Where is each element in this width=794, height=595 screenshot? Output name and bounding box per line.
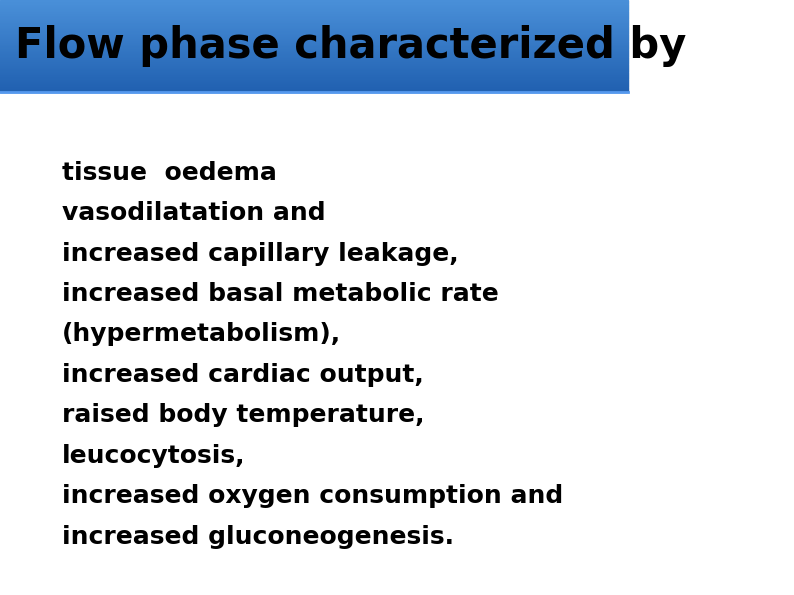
Bar bbox=[0, 75, 628, 76]
Bar bbox=[0, 22, 628, 23]
Bar bbox=[0, 29, 628, 30]
Bar bbox=[0, 39, 628, 40]
Bar bbox=[0, 5, 628, 6]
Text: vasodilatation and: vasodilatation and bbox=[62, 201, 326, 225]
Bar bbox=[0, 68, 628, 69]
Bar bbox=[0, 57, 628, 58]
Bar bbox=[0, 2, 628, 4]
Text: increased oxygen consumption and: increased oxygen consumption and bbox=[62, 484, 563, 508]
Bar bbox=[0, 53, 628, 54]
Bar bbox=[0, 23, 628, 24]
Bar bbox=[0, 91, 628, 92]
Bar bbox=[0, 38, 628, 39]
Bar bbox=[0, 6, 628, 7]
Bar bbox=[0, 31, 628, 32]
Bar bbox=[0, 20, 628, 21]
Bar bbox=[0, 46, 628, 47]
Bar bbox=[0, 61, 628, 62]
Bar bbox=[0, 49, 628, 51]
Bar bbox=[0, 74, 628, 75]
Text: increased gluconeogenesis.: increased gluconeogenesis. bbox=[62, 525, 453, 549]
Bar bbox=[0, 67, 628, 68]
Bar bbox=[0, 12, 628, 14]
Bar bbox=[0, 62, 628, 64]
Bar bbox=[0, 86, 628, 87]
Bar bbox=[0, 70, 628, 71]
Bar bbox=[0, 65, 628, 67]
Bar bbox=[0, 84, 628, 85]
Text: (hypermetabolism),: (hypermetabolism), bbox=[62, 322, 341, 346]
Bar bbox=[0, 43, 628, 44]
Bar bbox=[0, 73, 628, 74]
Bar bbox=[0, 30, 628, 31]
Bar bbox=[0, 83, 628, 84]
Bar bbox=[0, 51, 628, 52]
Bar bbox=[0, 80, 628, 81]
Bar bbox=[0, 18, 628, 20]
Bar bbox=[0, 89, 628, 90]
Bar bbox=[0, 58, 628, 59]
Bar bbox=[0, 55, 628, 57]
Bar bbox=[0, 76, 628, 77]
Text: Flow phase characterized by: Flow phase characterized by bbox=[14, 25, 686, 67]
Bar bbox=[0, 4, 628, 5]
Bar bbox=[0, 71, 628, 73]
Bar bbox=[0, 77, 628, 79]
Bar bbox=[0, 47, 628, 48]
Bar bbox=[0, 11, 628, 12]
Bar bbox=[0, 33, 628, 35]
Bar bbox=[0, 48, 628, 49]
Bar bbox=[0, 28, 628, 29]
Bar bbox=[0, 37, 628, 38]
Bar bbox=[0, 52, 628, 53]
Bar bbox=[0, 60, 628, 61]
Bar bbox=[0, 21, 628, 22]
Bar bbox=[0, 15, 628, 16]
Bar bbox=[0, 81, 628, 82]
Bar bbox=[0, 87, 628, 89]
Bar bbox=[0, 69, 628, 70]
Bar bbox=[0, 0, 628, 1]
Bar bbox=[0, 59, 628, 60]
Bar bbox=[0, 10, 628, 11]
Bar bbox=[0, 1, 628, 2]
Bar bbox=[0, 44, 628, 45]
Bar bbox=[0, 82, 628, 83]
Bar bbox=[0, 85, 628, 86]
Text: leucocytosis,: leucocytosis, bbox=[62, 444, 245, 468]
Bar bbox=[0, 14, 628, 15]
Bar bbox=[0, 64, 628, 65]
Bar bbox=[0, 24, 628, 26]
Bar bbox=[0, 36, 628, 37]
Text: increased capillary leakage,: increased capillary leakage, bbox=[62, 242, 458, 265]
Bar bbox=[0, 42, 628, 43]
Text: tissue  oedema: tissue oedema bbox=[62, 161, 276, 184]
Bar bbox=[0, 35, 628, 36]
Bar bbox=[0, 16, 628, 17]
Bar bbox=[0, 90, 628, 91]
Bar bbox=[0, 7, 628, 8]
Bar bbox=[0, 27, 628, 28]
Bar bbox=[0, 79, 628, 80]
Bar bbox=[0, 54, 628, 55]
Bar bbox=[0, 40, 628, 42]
Bar bbox=[0, 32, 628, 33]
Bar bbox=[0, 45, 628, 46]
Text: increased cardiac output,: increased cardiac output, bbox=[62, 363, 423, 387]
Bar bbox=[0, 17, 628, 18]
Bar bbox=[0, 26, 628, 27]
Bar bbox=[0, 8, 628, 10]
Text: raised body temperature,: raised body temperature, bbox=[62, 403, 424, 427]
Text: increased basal metabolic rate: increased basal metabolic rate bbox=[62, 282, 499, 306]
